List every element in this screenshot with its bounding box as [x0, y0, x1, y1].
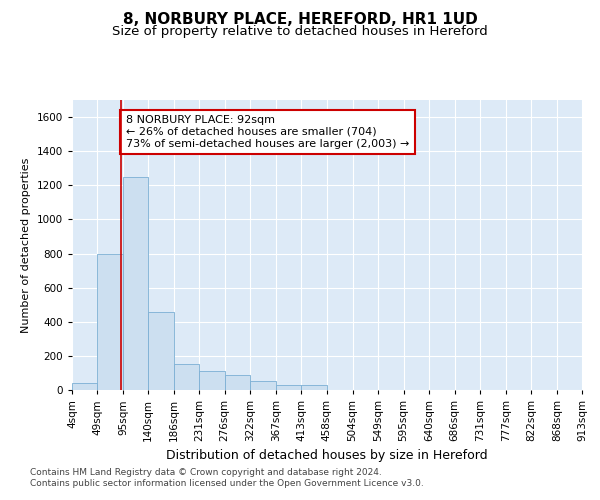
Bar	[148, 312, 174, 390]
Bar	[199, 371, 224, 390]
Text: 8 NORBURY PLACE: 92sqm
← 26% of detached houses are smaller (704)
73% of semi-de: 8 NORBURY PLACE: 92sqm ← 26% of detached…	[126, 116, 409, 148]
Text: Size of property relative to detached houses in Hereford: Size of property relative to detached ho…	[112, 25, 488, 38]
Y-axis label: Number of detached properties: Number of detached properties	[21, 158, 31, 332]
Bar	[250, 380, 275, 390]
Bar	[174, 364, 199, 390]
Bar	[275, 385, 301, 390]
X-axis label: Distribution of detached houses by size in Hereford: Distribution of detached houses by size …	[166, 450, 488, 462]
Text: 8, NORBURY PLACE, HEREFORD, HR1 1UD: 8, NORBURY PLACE, HEREFORD, HR1 1UD	[122, 12, 478, 28]
Bar	[97, 254, 123, 390]
Bar	[72, 383, 97, 390]
Bar	[301, 385, 327, 390]
Bar	[123, 177, 148, 390]
Text: Contains HM Land Registry data © Crown copyright and database right 2024.
Contai: Contains HM Land Registry data © Crown c…	[30, 468, 424, 487]
Bar	[224, 374, 250, 390]
